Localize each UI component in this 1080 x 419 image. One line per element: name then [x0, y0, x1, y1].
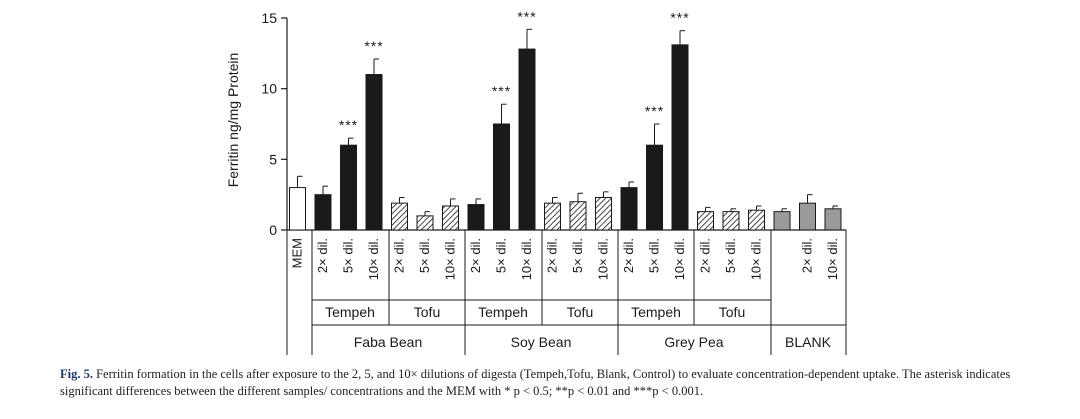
- bar: [824, 208, 842, 231]
- dilution-label: 2× dil.: [392, 238, 407, 273]
- dilution-label: 5× dil.: [494, 238, 509, 273]
- product-label: Tempeh: [325, 304, 375, 320]
- caption-label: Fig. 5.: [60, 367, 93, 381]
- dilution-label: 10× dil.: [825, 238, 840, 280]
- product-label: Tofu: [567, 304, 593, 320]
- dilution-label: 2× dil.: [698, 238, 713, 273]
- bar: [442, 205, 459, 231]
- group-label: Faba Bean: [354, 334, 423, 350]
- bar: [340, 144, 357, 231]
- dilution-label: 10× dil.: [519, 238, 534, 280]
- product-label: Tofu: [719, 304, 745, 320]
- figure-caption: Fig. 5. Ferritin formation in the cells …: [60, 366, 1040, 400]
- bar: [544, 202, 561, 231]
- y-tick-label: 0: [269, 222, 277, 238]
- bar: [365, 74, 383, 231]
- dilution-label: 2× dil.: [800, 238, 815, 273]
- bar: [569, 201, 587, 231]
- dilution-label: 10× dil.: [749, 238, 764, 280]
- bar: [697, 211, 714, 231]
- group-label: Soy Bean: [511, 334, 572, 350]
- product-label: Tofu: [414, 304, 440, 320]
- significance-label: ***: [492, 83, 511, 99]
- group-label: BLANK: [785, 334, 832, 350]
- dilution-label: 2× dil.: [545, 238, 560, 273]
- dilution-label: 10× dil.: [672, 238, 687, 280]
- bar: [799, 202, 816, 231]
- dilution-label: 2× dil.: [621, 238, 636, 273]
- significance-label: ***: [339, 117, 358, 133]
- bar: [773, 211, 791, 231]
- significance-label: ***: [517, 8, 536, 24]
- product-label: Tempeh: [478, 304, 528, 320]
- category-label-mem: MEM: [290, 238, 305, 268]
- bar: [416, 215, 434, 231]
- significance-label: ***: [645, 103, 664, 119]
- bar: [493, 123, 510, 231]
- y-tick-label: 10: [261, 81, 277, 97]
- bar: [646, 144, 663, 231]
- bar: [467, 204, 485, 231]
- dilution-label: 10× dil.: [596, 238, 611, 280]
- caption-text: Ferritin formation in the cells after ex…: [60, 367, 1011, 398]
- significance-label: ***: [670, 10, 689, 26]
- bar: [314, 194, 332, 231]
- dilution-label: 10× dil.: [443, 238, 458, 280]
- y-tick-label: 15: [261, 10, 277, 26]
- y-axis-label: Ferritin ng/mg Protein: [225, 53, 241, 188]
- bar: [391, 202, 408, 231]
- bar: [748, 209, 765, 231]
- bar: [671, 44, 689, 231]
- dilution-label: 5× dil.: [647, 238, 662, 273]
- bar: [722, 211, 740, 231]
- chart-marks: MEM 2× dil. *** 5× dil. *** 10× dil. 2× dil. 5×…: [289, 8, 842, 350]
- dilution-label: 10× dil.: [366, 238, 381, 280]
- bar: [595, 196, 612, 231]
- significance-label: ***: [364, 38, 383, 54]
- dilution-label: 5× dil.: [341, 238, 356, 273]
- dilution-label: 2× dil.: [468, 238, 483, 273]
- dilution-label: 5× dil.: [417, 238, 432, 273]
- bar: [518, 48, 536, 231]
- ferritin-bar-chart: 0 5 10 15 MEM 2× dil. *** 5× dil. *** 10× dil. 2×…: [225, 8, 847, 355]
- dilution-label: 2× dil.: [315, 238, 330, 273]
- y-tick-label: 5: [269, 151, 277, 167]
- bar: [620, 187, 638, 231]
- product-label: Tempeh: [631, 304, 681, 320]
- dilution-label: 5× dil.: [723, 238, 738, 273]
- dilution-label: 5× dil.: [570, 238, 585, 273]
- group-label: Grey Pea: [664, 334, 723, 350]
- bar: [289, 187, 306, 231]
